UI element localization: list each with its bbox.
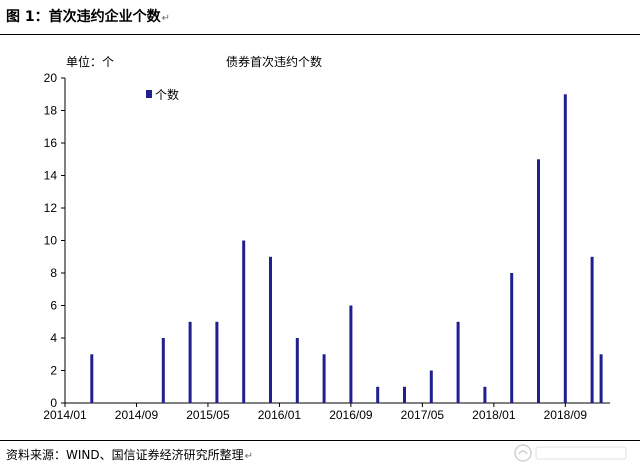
bar [215,321,219,404]
bar [537,159,540,404]
bar-chart: 单位：个 债券首次违约个数 个数 0 2 4 6 8 10 12 14 16 18 20 2014/… [43,54,610,422]
x-tick-label: 2016/01 [258,408,302,422]
bar [161,338,165,403]
y-tick-label: 6 [50,299,57,313]
x-tick-label: 2016/09 [329,408,373,422]
bar [90,354,94,404]
figure-title-text: 图 1：首次违约企业个数 [6,9,161,25]
unit-label: 单位：个 [66,54,114,69]
bar [349,305,353,403]
bar [483,386,487,404]
y-tick-label: 0 [50,396,57,410]
x-tick-label: 2014/09 [115,408,159,422]
bar [242,240,246,403]
y-tick-label: 20 [44,71,58,85]
bar [403,386,406,404]
x-tick-label: 2017/05 [401,408,445,422]
bar-series [90,94,603,404]
bottom-rule [0,440,640,441]
legend-label: 个数 [155,87,179,102]
x-tick-label: 2015/05 [186,408,230,422]
y-tick-label: 12 [44,201,58,215]
legend-swatch [146,90,152,98]
legend: 个数 [146,87,179,102]
bar [269,256,272,404]
y-tick-label: 2 [50,364,57,378]
source-note: 资料来源：WIND、国信证券经济研究所整理↵ [6,446,253,463]
chart-title: 债券首次违约个数 [226,54,322,69]
bar [456,321,460,404]
x-tick-label: 2018/01 [472,408,516,422]
paragraph-mark-icon: ↵ [161,13,171,24]
x-tick-label: 2018/09 [544,408,588,422]
watermark-logo [514,444,627,462]
paragraph-mark-icon: ↵ [244,451,254,462]
bar [590,256,594,404]
y-tick-label: 14 [44,169,58,183]
top-rule [0,34,640,35]
y-tick-label: 4 [50,331,57,345]
y-tick-label: 8 [50,266,57,280]
y-tick-label: 18 [44,104,58,118]
y-tick-label: 10 [44,234,58,248]
bar [563,94,567,404]
bar [376,386,380,404]
x-axis: 2014/01 2014/09 2015/05 2016/01 2016/09 2017/… [43,402,610,422]
x-tick-label: 2014/01 [43,408,87,422]
y-tick-label: 16 [44,136,58,150]
bar [188,321,192,404]
bar [295,338,299,403]
bar [510,273,514,403]
bar [322,354,326,404]
bar [599,354,603,404]
figure-title: 图 1：首次违约企业个数↵ [6,6,170,26]
bar [429,370,433,403]
y-axis: 0 2 4 6 8 10 12 14 16 18 20 [44,71,66,410]
source-text: 资料来源：WIND、国信证券经济研究所整理 [6,448,244,462]
